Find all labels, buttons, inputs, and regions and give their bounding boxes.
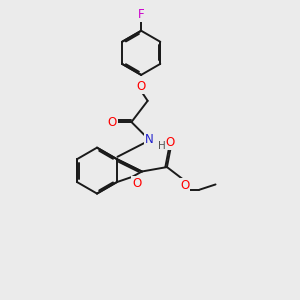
Text: H: H xyxy=(158,141,166,151)
Text: O: O xyxy=(132,177,141,190)
Text: O: O xyxy=(166,136,175,149)
Text: F: F xyxy=(138,8,145,21)
Text: O: O xyxy=(180,179,189,192)
Text: O: O xyxy=(136,80,146,93)
Text: O: O xyxy=(108,116,117,128)
Text: N: N xyxy=(145,133,154,146)
